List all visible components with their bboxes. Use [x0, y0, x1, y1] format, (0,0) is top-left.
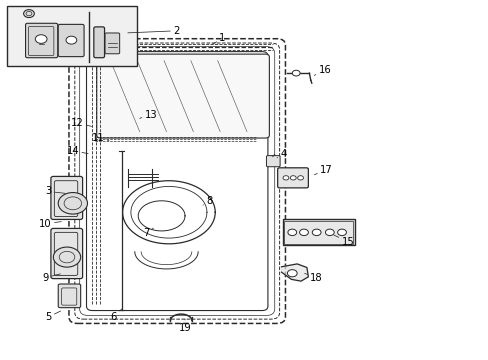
Circle shape: [337, 229, 346, 235]
Circle shape: [297, 176, 303, 180]
Polygon shape: [281, 264, 308, 281]
Text: 15: 15: [333, 235, 353, 247]
Circle shape: [66, 36, 77, 44]
Circle shape: [287, 270, 297, 277]
Text: 18: 18: [304, 273, 322, 283]
Circle shape: [292, 70, 300, 76]
Circle shape: [23, 10, 34, 18]
Circle shape: [290, 176, 296, 180]
Circle shape: [325, 229, 333, 235]
Text: 11: 11: [92, 133, 109, 143]
Circle shape: [299, 229, 308, 235]
Text: 5: 5: [45, 311, 61, 322]
FancyBboxPatch shape: [51, 228, 82, 279]
FancyBboxPatch shape: [277, 168, 308, 188]
FancyBboxPatch shape: [282, 220, 354, 245]
Text: 14: 14: [66, 145, 88, 156]
Bar: [6, 6, 137, 66]
FancyBboxPatch shape: [94, 27, 104, 58]
FancyBboxPatch shape: [58, 284, 81, 308]
Circle shape: [58, 193, 87, 214]
FancyBboxPatch shape: [51, 176, 82, 220]
Text: 16: 16: [314, 64, 331, 75]
FancyBboxPatch shape: [25, 23, 58, 58]
FancyBboxPatch shape: [266, 156, 280, 167]
Text: 13: 13: [140, 110, 157, 120]
Text: 8: 8: [203, 196, 212, 206]
Text: 19: 19: [178, 319, 191, 333]
Text: 7: 7: [142, 228, 153, 238]
Circle shape: [287, 229, 296, 235]
FancyBboxPatch shape: [58, 24, 84, 57]
Text: 3: 3: [45, 186, 65, 197]
Text: 6: 6: [110, 309, 122, 322]
Circle shape: [283, 176, 288, 180]
Text: 10: 10: [39, 219, 61, 229]
Circle shape: [312, 229, 321, 235]
Text: 17: 17: [314, 165, 332, 175]
Text: 1: 1: [212, 33, 225, 44]
Text: 2: 2: [127, 26, 179, 36]
Text: 12: 12: [71, 118, 91, 128]
Circle shape: [35, 35, 47, 43]
Circle shape: [53, 247, 81, 267]
FancyBboxPatch shape: [97, 54, 269, 138]
Text: 9: 9: [42, 273, 61, 283]
FancyBboxPatch shape: [105, 33, 120, 54]
Text: 4: 4: [277, 149, 286, 159]
